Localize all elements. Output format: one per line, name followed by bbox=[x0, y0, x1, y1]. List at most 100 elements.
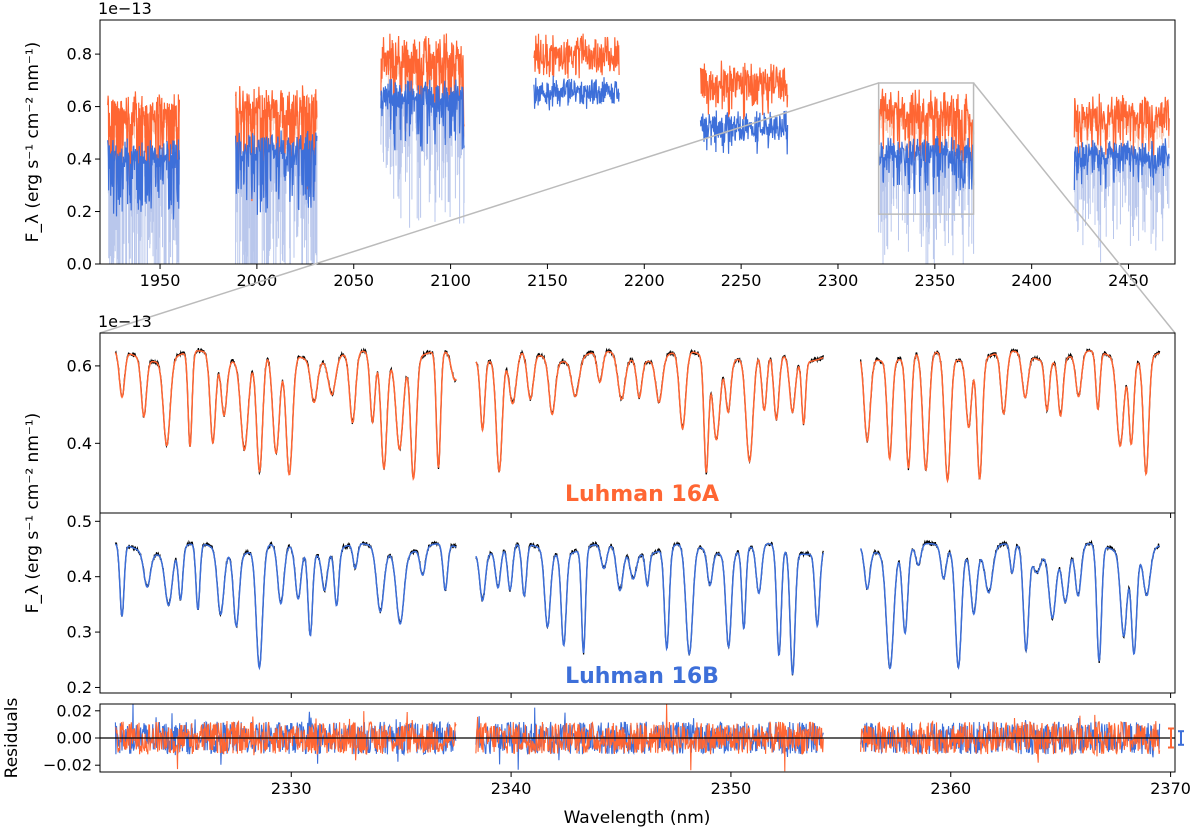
top-x-tick-label: 2400 bbox=[1011, 271, 1052, 290]
luhman-16a-data bbox=[114, 347, 1161, 484]
luhman-16a-data-segment-0 bbox=[114, 350, 457, 481]
residual-b-segment-2 bbox=[860, 717, 1161, 758]
middle-ylabel: F_λ (erg s⁻¹ cm⁻² nm⁻¹) bbox=[23, 413, 43, 614]
residuals-x-tick-label: 2340 bbox=[491, 779, 532, 798]
errorbar-b bbox=[1178, 730, 1184, 746]
b-y-tick-3: 0.5 bbox=[67, 512, 100, 531]
residuals-x-tick-label: 2350 bbox=[711, 779, 752, 798]
errorbar-a bbox=[1168, 727, 1174, 749]
top-multiplier: 1e−13 bbox=[98, 0, 152, 18]
zoom-connector-left bbox=[99, 82, 879, 334]
residuals-x-tick-label: 2370 bbox=[1150, 779, 1191, 798]
residuals-x-tick-label: 2360 bbox=[930, 779, 971, 798]
a-y-tick-label: 0.6 bbox=[67, 356, 92, 375]
top-order-4-a-line bbox=[699, 60, 789, 120]
b-y-tick-label: 0.3 bbox=[67, 623, 92, 642]
top-x-tick-6: 2250 bbox=[721, 264, 762, 290]
luhman-16b-data bbox=[114, 539, 1161, 676]
top-x-tick-label: 1950 bbox=[140, 271, 181, 290]
top-y-tick-label: 0.4 bbox=[67, 150, 92, 169]
top-order-4-b-line bbox=[699, 110, 789, 155]
top-x-tick-label: 2100 bbox=[430, 271, 471, 290]
b-x-ticks bbox=[290, 693, 1172, 698]
top-x-tick-8: 2350 bbox=[914, 264, 955, 290]
top-axes-frame bbox=[99, 19, 1176, 265]
residuals-x-tick-0: 2330 bbox=[271, 772, 312, 798]
top-order-3-a-line bbox=[533, 33, 620, 79]
top-y-tick-label: 0.8 bbox=[67, 45, 92, 64]
b-y-tick-label: 0.2 bbox=[67, 678, 92, 697]
b-y-tick-label: 0.5 bbox=[67, 512, 92, 531]
zoom-connector-right bbox=[972, 82, 1176, 334]
top-y-tick-2: 0.4 bbox=[67, 150, 100, 169]
luhman-16b-data-segment-0 bbox=[114, 543, 457, 671]
top-order-2-b-line bbox=[380, 79, 465, 151]
top-order-6-a-line bbox=[1073, 93, 1170, 165]
top-spectrum-data bbox=[107, 33, 1170, 264]
a-y-ticks: 0.4 0.6 bbox=[67, 356, 100, 453]
top-x-tick-label: 2150 bbox=[527, 271, 568, 290]
residuals-y-tick-1: 0.00 bbox=[56, 729, 100, 748]
top-x-tick-label: 2300 bbox=[818, 271, 859, 290]
top-x-ticks: 1950 2000 2050 2100 2150 2200 2250 2300 2350 2400… bbox=[140, 264, 1149, 290]
a-y-tick-1: 0.6 bbox=[67, 356, 100, 375]
top-order-3-b-line bbox=[533, 75, 620, 111]
top-order-5-a-line bbox=[878, 88, 975, 170]
b-axes-frame bbox=[99, 512, 1176, 694]
top-x-tick-label: 2200 bbox=[624, 271, 665, 290]
top-order-0-a-line bbox=[107, 91, 180, 198]
residuals-y-tick-2: −0.02 bbox=[43, 756, 100, 775]
luhman-16b-data-segment-2 bbox=[859, 542, 1160, 671]
residual-error-bars bbox=[1168, 727, 1184, 749]
b-y-tick-label: 0.4 bbox=[67, 567, 92, 586]
top-x-tick-7: 2300 bbox=[818, 264, 859, 290]
luhman-16b-label: Luhman 16B bbox=[565, 664, 719, 689]
top-y-tick-4: 0.8 bbox=[67, 45, 100, 64]
residuals-x-tick-2: 2350 bbox=[711, 772, 752, 798]
residuals-y-ticks: 0.02 0.00 −0.02 bbox=[43, 701, 100, 775]
top-x-tick-4: 2150 bbox=[527, 264, 568, 290]
top-y-tick-label: 0.2 bbox=[67, 202, 92, 221]
residuals-panel: 0.02 0.00 −0.02 2330 2340 2350 2360 2370 Resid… bbox=[2, 698, 1191, 828]
luhman-16b-data-segment-1 bbox=[475, 543, 825, 675]
residuals-x-tick-4: 2370 bbox=[1150, 772, 1191, 798]
top-ylabel: F_λ (erg s⁻¹ cm⁻² nm⁻¹) bbox=[23, 42, 43, 243]
top-order-6-b-line bbox=[1073, 138, 1170, 191]
residual-a-segment-0 bbox=[114, 711, 457, 770]
top-x-tick-2: 2050 bbox=[333, 264, 374, 290]
residuals-x-tick-3: 2360 bbox=[930, 772, 971, 798]
residuals-ylabel: Residuals bbox=[2, 698, 22, 779]
top-y-tick-1: 0.2 bbox=[67, 202, 100, 221]
luhman-16b-panel: 0.2 0.3 0.4 0.5 Luhman 16B F_λ (erg s⁻¹ cm⁻… bbox=[23, 413, 1176, 698]
a-x-ticks bbox=[290, 513, 1172, 518]
top-x-tick-label: 2250 bbox=[721, 271, 762, 290]
top-y-tick-0: 0.0 bbox=[67, 255, 100, 274]
residuals-y-tick-label: 0.00 bbox=[56, 729, 92, 748]
residuals-x-ticks: 2330 2340 2350 2360 2370 bbox=[271, 772, 1191, 798]
top-y-ticks: 0.0 0.2 0.4 0.6 0.8 bbox=[67, 45, 100, 274]
b-y-tick-1: 0.3 bbox=[67, 623, 100, 642]
top-x-tick-5: 2200 bbox=[624, 264, 665, 290]
top-x-tick-label: 2050 bbox=[333, 271, 374, 290]
top-x-tick-9: 2400 bbox=[1011, 264, 1052, 290]
residuals-y-tick-0: 0.02 bbox=[56, 701, 100, 720]
top-y-tick-3: 0.6 bbox=[67, 97, 100, 116]
top-y-tick-label: 0.0 bbox=[67, 255, 92, 274]
wavelength-xlabel: Wavelength (nm) bbox=[564, 808, 711, 828]
zoom-indicator bbox=[99, 82, 1176, 334]
luhman-16a-data-segment-1 bbox=[475, 350, 824, 473]
residuals-y-tick-label: 0.02 bbox=[56, 701, 92, 720]
top-x-tick-label: 2450 bbox=[1108, 271, 1149, 290]
luhman-16a-data-segment-2 bbox=[859, 350, 1160, 484]
top-x-tick-10: 2450 bbox=[1108, 264, 1149, 290]
residuals-x-tick-1: 2340 bbox=[491, 772, 532, 798]
b-y-tick-2: 0.4 bbox=[67, 567, 100, 586]
top-order-0-b-line bbox=[107, 138, 180, 220]
residuals-data bbox=[100, 704, 1175, 772]
luhman-16a-panel: 0.4 0.6 1e−13 Luhman 16A bbox=[67, 312, 1176, 518]
residuals-y-tick-label: −0.02 bbox=[43, 756, 92, 775]
top-y-tick-label: 0.6 bbox=[67, 97, 92, 116]
b-y-ticks: 0.2 0.3 0.4 0.5 bbox=[67, 512, 100, 697]
top-order-1-b-line bbox=[235, 130, 318, 215]
